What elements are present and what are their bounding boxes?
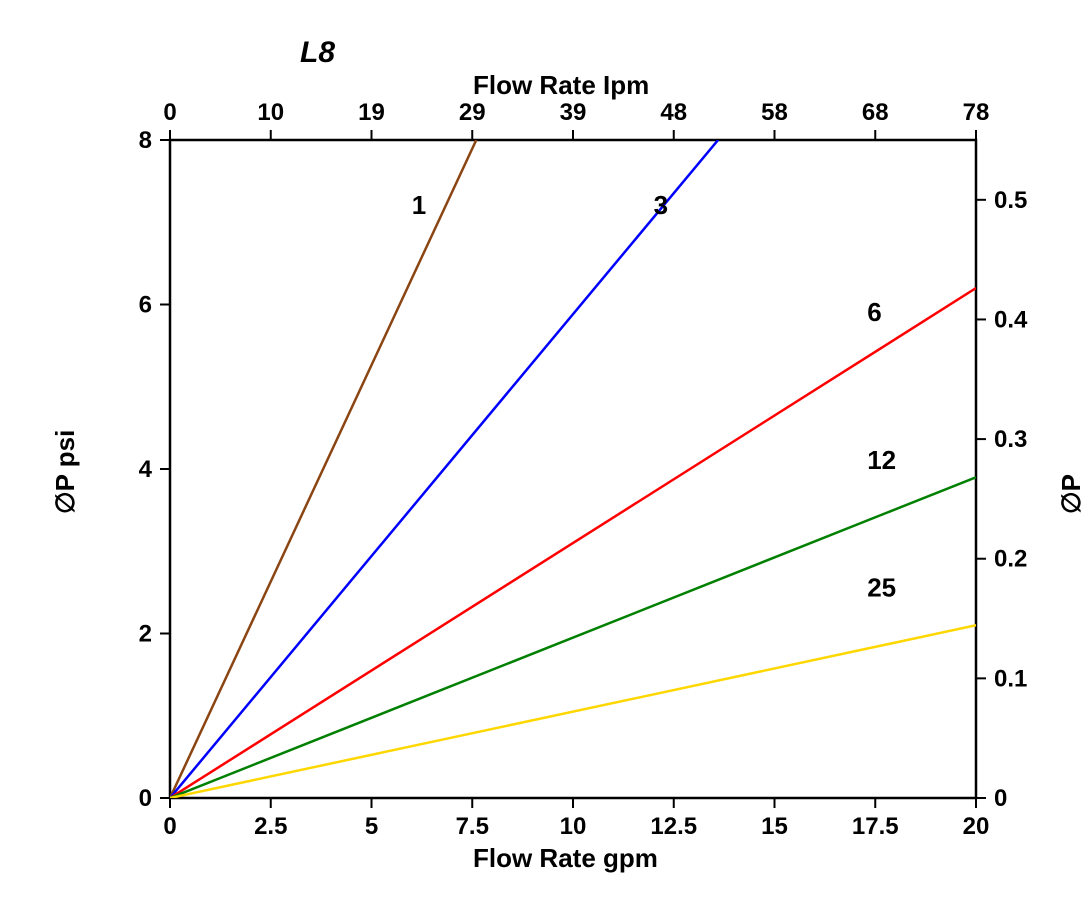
series-line <box>170 477 976 798</box>
x-top-tick-label: 78 <box>963 99 990 126</box>
y-left-tick-label: 0 <box>139 785 152 812</box>
series-label: 1 <box>412 190 426 220</box>
y-right-tick-label: 0.4 <box>994 306 1028 333</box>
x-top-tick-label: 10 <box>257 99 284 126</box>
x-top-tick-label: 0 <box>163 99 176 126</box>
x-top-tick-label: 29 <box>459 99 486 126</box>
x-bottom-tick-label: 5 <box>365 813 378 840</box>
chart-container: { "chart": { "type": "line", "title": "L… <box>0 0 1086 908</box>
series-group <box>170 140 976 798</box>
series-label: 6 <box>867 297 881 327</box>
series-label: 25 <box>867 572 896 602</box>
y-left-axis-title: ∅P psi <box>50 430 81 514</box>
y-right-tick-label: 0 <box>994 785 1007 812</box>
y-right-tick-label: 0.2 <box>994 546 1027 573</box>
series-label: 3 <box>654 190 668 220</box>
x-bottom-tick-label: 10 <box>560 813 587 840</box>
x-top-tick-label: 19 <box>358 99 385 126</box>
chart-svg: 02.557.51012.51517.520010192939485868780… <box>0 0 1086 908</box>
y-right-axis-title: ∅P bar <box>1056 474 1086 514</box>
plot-border <box>170 140 976 798</box>
x-top-tick-label: 68 <box>862 99 889 126</box>
x-bottom-tick-label: 17.5 <box>852 813 899 840</box>
chart-title: L8 <box>300 36 335 70</box>
x-bottom-tick-label: 0 <box>163 813 176 840</box>
y-right-tick-label: 0.1 <box>994 665 1027 692</box>
x-bottom-tick-label: 15 <box>761 813 788 840</box>
x-bottom-tick-label: 12.5 <box>650 813 697 840</box>
y-left-tick-label: 6 <box>139 292 152 319</box>
x-top-tick-label: 58 <box>761 99 788 126</box>
x-bottom-tick-label: 2.5 <box>254 813 287 840</box>
series-line <box>170 140 476 798</box>
x-top-tick-label: 48 <box>660 99 687 126</box>
x-bottom-tick-label: 7.5 <box>456 813 489 840</box>
y-left-tick-label: 2 <box>139 621 152 648</box>
y-right-tick-label: 0.5 <box>994 187 1027 214</box>
x-top-tick-label: 39 <box>560 99 587 126</box>
series-label: 12 <box>867 445 896 475</box>
series-line <box>170 288 976 798</box>
y-left-tick-label: 4 <box>139 456 153 483</box>
x-bottom-axis-title: Flow Rate gpm <box>473 843 658 874</box>
x-top-axis-title: Flow Rate Ipm <box>473 70 649 101</box>
y-right-tick-label: 0.3 <box>994 426 1027 453</box>
x-bottom-tick-label: 20 <box>963 813 990 840</box>
y-left-tick-label: 8 <box>139 127 152 154</box>
